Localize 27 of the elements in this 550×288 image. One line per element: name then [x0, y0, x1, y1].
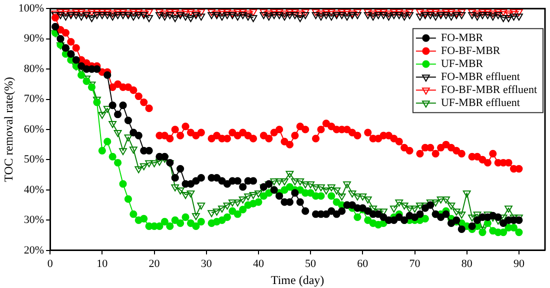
legend-label: FO-BF-MBR effluent	[440, 84, 538, 96]
x-tick-label: 50	[305, 258, 317, 270]
legend-label: UF-MBR effluent	[440, 96, 520, 109]
y-axis-title: TOC removal rate(%)	[1, 76, 16, 182]
y-tick-label: 40%	[24, 184, 44, 196]
y-tick-label: 80%	[24, 62, 44, 75]
x-tick-label: 30	[200, 258, 212, 270]
x-tick-label: 60	[357, 258, 369, 270]
x-tick-label: 90	[513, 258, 525, 270]
legend-label: FO-MBR effluent	[440, 70, 520, 83]
legend-label: FO-BF-MBR	[440, 44, 501, 57]
legend-label: FO-MBR	[440, 32, 484, 44]
x-tick-label: 20	[148, 258, 160, 270]
x-tick-label: 80	[461, 258, 473, 270]
x-tick-label: 70	[409, 258, 421, 270]
y-tick-label: 30%	[24, 214, 44, 226]
y-tick-label: 20%	[24, 244, 44, 256]
y-tick-label: 90%	[24, 32, 44, 45]
x-tick-label: 0	[47, 258, 54, 270]
x-axis-title: Time (day)	[270, 272, 324, 287]
y-tick-label: 70%	[24, 93, 44, 106]
y-tick-label: 100%	[18, 2, 44, 14]
y-tick-label: 50%	[24, 154, 44, 166]
x-tick-label: 10	[96, 258, 108, 270]
legend-label: UF-MBR	[440, 58, 484, 70]
x-tick-label: 40	[252, 258, 264, 270]
y-tick-label: 60%	[24, 123, 44, 136]
